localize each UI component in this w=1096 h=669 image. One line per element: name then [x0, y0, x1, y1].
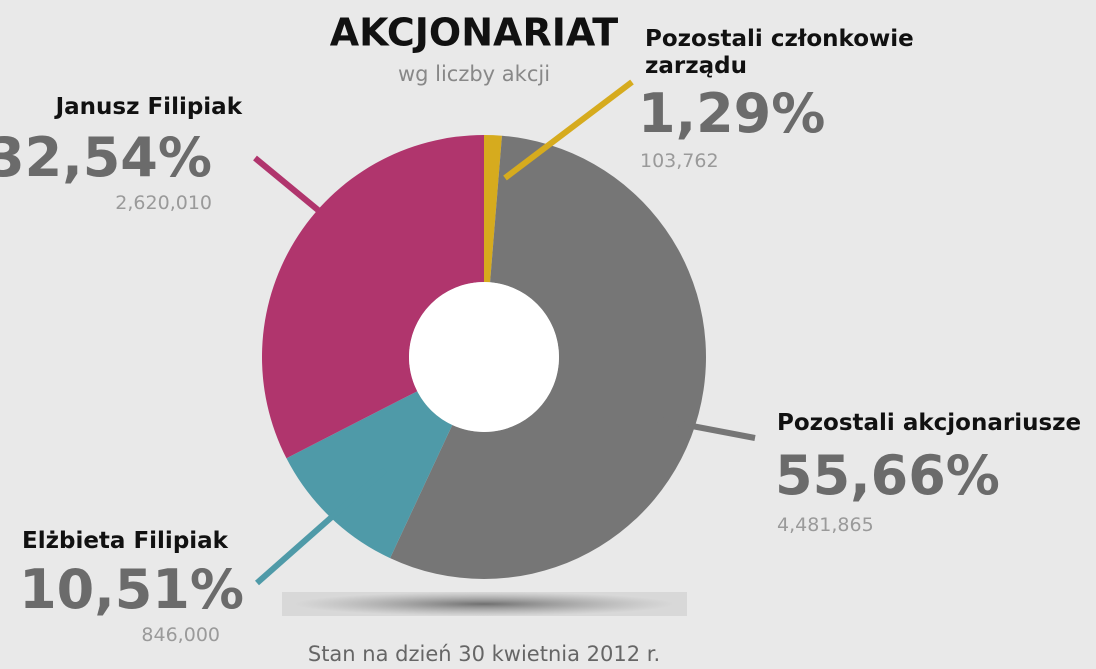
slice: [261, 135, 484, 459]
slice: [286, 391, 453, 559]
hole: [409, 282, 559, 432]
share-count: 103,762: [640, 150, 719, 172]
shadow: [294, 592, 674, 616]
slice-name: Pozostali członkowie zarządu: [645, 26, 914, 79]
share-count: 846,000: [141, 624, 220, 646]
value-label: 32,54%: [0, 126, 212, 189]
share-count: 4,481,865: [777, 514, 874, 536]
leader-line: [649, 415, 756, 441]
value-label: 1,29%: [638, 82, 826, 145]
slice-name: Janusz Filipiak: [55, 94, 242, 120]
leader-line: [503, 79, 634, 181]
slice-name: Pozostali akcjonariusze: [777, 410, 1082, 436]
leader-line: [255, 467, 387, 586]
slice-name: Elżbieta Filipiak: [22, 528, 228, 554]
value-label: 55,66%: [775, 444, 1000, 507]
chart-subtitle: wg liczby akcji: [398, 62, 550, 86]
share-count: 2,620,010: [115, 192, 212, 214]
value-label: 10,51%: [19, 558, 244, 621]
leader-line: [253, 155, 320, 213]
footnote: Stan na dzień 30 kwietnia 2012 r.: [308, 642, 660, 666]
chart-title: AKCJONARIAT: [330, 11, 619, 55]
slice: [484, 135, 502, 283]
slice: [390, 135, 707, 579]
